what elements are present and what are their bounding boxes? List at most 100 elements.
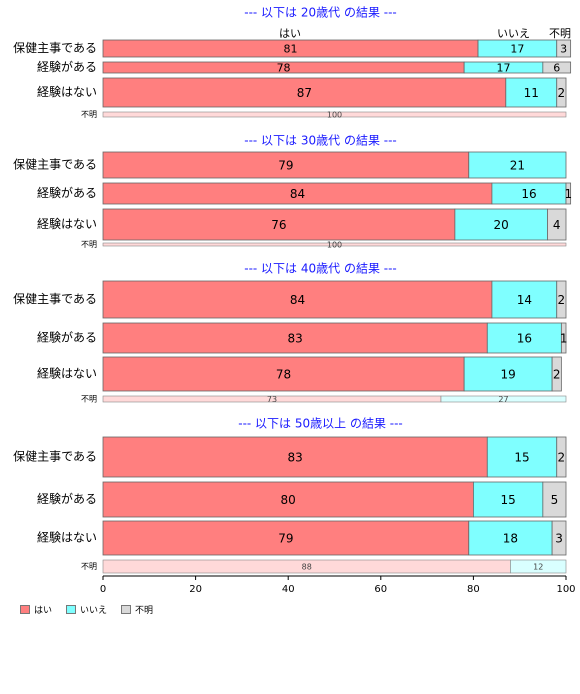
data-label: 17 (510, 43, 524, 56)
row-label: 経験はない (37, 530, 97, 545)
bar-segment-unknown (547, 208, 567, 241)
x-tick-label: 100 (556, 584, 575, 595)
bar-segment-unknown (556, 436, 567, 478)
legend-item-yes: はい (20, 603, 52, 616)
data-label: 76 (271, 218, 286, 232)
row-label: 保健主事である (13, 158, 97, 172)
x-tick-label: 40 (282, 584, 295, 595)
panel-title: --- 以下は 40歳代 の結果 --- (244, 262, 397, 276)
unknown-row-label: 不明 (81, 110, 97, 119)
bar-segment-unknown (551, 356, 562, 392)
bar-segment-unknown (556, 39, 572, 58)
unknown-bar-segment (510, 559, 567, 574)
legend-label-no: いいえ (80, 606, 108, 616)
bar-segment-unknown (542, 481, 567, 518)
bar-segment-no (491, 280, 558, 319)
data-label: 18 (503, 532, 518, 546)
data-label: 11 (524, 86, 539, 100)
unknown-row-label: 不明 (81, 240, 97, 249)
data-label: 81 (284, 43, 298, 56)
bar-segment-unknown (542, 61, 572, 74)
bar-segment-unknown (556, 77, 567, 108)
data-label: 6 (553, 62, 560, 75)
column-header-no: いいえ (497, 27, 530, 40)
unknown-row-label: 不明 (81, 562, 97, 571)
data-label: 5 (551, 493, 559, 507)
legend-label-unknown: 不明 (135, 606, 154, 616)
panel-title: --- 以下は 20歳代 の結果 --- (244, 6, 397, 20)
unknown-data-label: 100 (327, 241, 342, 250)
data-label: 2 (558, 86, 566, 100)
row-label: 経験がある (37, 491, 97, 506)
data-label: 19 (500, 368, 515, 382)
legend-swatch-no (66, 605, 77, 614)
bar-segment-yes (102, 520, 470, 556)
bar-segment-unknown (556, 280, 567, 319)
bar-segment-yes (102, 481, 474, 518)
row-label: 経験がある (37, 59, 97, 74)
row-label: 経験はない (37, 216, 97, 231)
row-label: 保健主事である (13, 450, 97, 464)
unknown-data-label: 73 (267, 395, 277, 404)
chart-legend: はい いいえ 不明 (20, 603, 153, 616)
data-label: 84 (290, 293, 305, 307)
legend-swatch-unknown (121, 605, 132, 614)
unknown-row-label: 不明 (81, 395, 97, 404)
bar-segment-unknown (565, 182, 572, 205)
bar-segment-no (468, 520, 553, 556)
bar-segment-no (486, 322, 562, 354)
data-label: 15 (500, 493, 515, 507)
data-label: 79 (278, 532, 293, 546)
bar-segment-yes (102, 322, 488, 354)
unknown-data-label: 88 (302, 563, 312, 572)
row-label: 経験がある (37, 330, 97, 345)
data-label: 2 (558, 293, 566, 307)
column-header-unknown: 不明 (549, 27, 571, 40)
bar-segment-no (468, 151, 567, 179)
data-label: 1 (560, 332, 568, 346)
legend-item-no: いいえ (66, 603, 107, 616)
data-label: 84 (290, 187, 305, 201)
bar-segment-unknown (551, 520, 567, 556)
data-label: 83 (288, 451, 303, 465)
panel-title: --- 以下は 50歳以上 の結果 --- (238, 417, 403, 431)
data-label: 3 (555, 532, 563, 546)
legend-label-yes: はい (34, 606, 53, 616)
row-label: 保健主事である (13, 292, 97, 306)
data-label: 3 (560, 43, 567, 56)
data-label: 4 (553, 218, 561, 232)
data-label: 78 (277, 62, 291, 75)
x-tick-label: 60 (374, 584, 387, 595)
row-label: 経験がある (37, 185, 97, 200)
bar-segment-yes (102, 356, 465, 392)
data-label: 14 (517, 293, 532, 307)
data-label: 78 (276, 368, 291, 382)
bar-segment-yes (102, 436, 488, 478)
bar-segment-no (486, 436, 558, 478)
data-label: 2 (558, 451, 566, 465)
x-tick-label: 80 (467, 584, 480, 595)
unknown-bar-segment (102, 242, 567, 247)
panel-title: --- 以下は 30歳代 の結果 --- (244, 134, 397, 148)
data-label: 16 (517, 332, 532, 346)
data-label: 87 (297, 86, 312, 100)
data-label: 17 (496, 62, 510, 75)
data-label: 21 (510, 159, 525, 173)
bar-segment-yes (102, 280, 493, 319)
x-tick-label: 0 (100, 584, 106, 595)
data-label: 15 (514, 451, 529, 465)
row-label: 経験はない (37, 84, 97, 99)
column-header-yes: はい (279, 27, 301, 40)
unknown-data-label: 100 (327, 111, 342, 120)
bar-segment-no (454, 208, 548, 241)
bar-segment-no (472, 481, 544, 518)
x-tick-label: 20 (189, 584, 202, 595)
row-label: 経験はない (37, 366, 97, 381)
data-label: 83 (288, 332, 303, 346)
data-label: 2 (553, 368, 561, 382)
data-label: 80 (281, 493, 296, 507)
data-label: 16 (521, 187, 536, 201)
legend-swatch-yes (20, 605, 30, 614)
unknown-bar-segment (102, 111, 567, 118)
